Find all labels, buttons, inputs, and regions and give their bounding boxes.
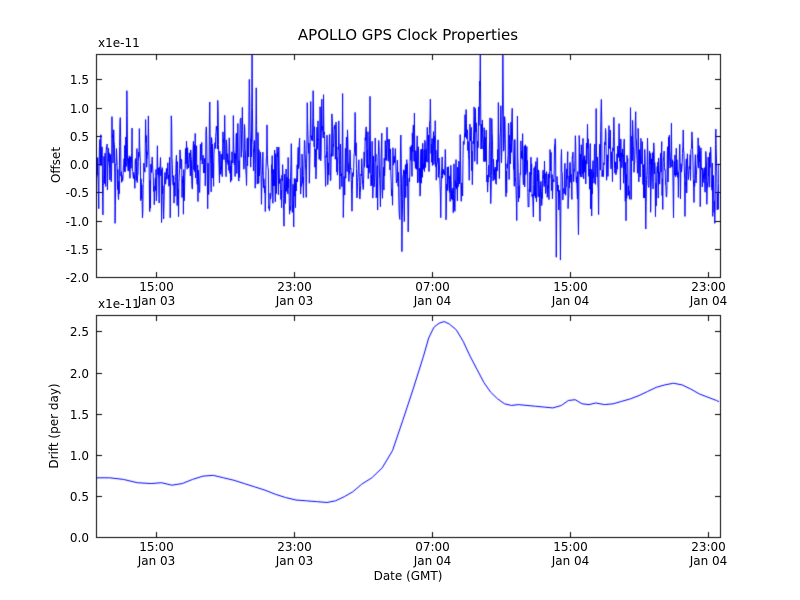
x-tick-label: 15:00 Jan 04: [551, 280, 590, 308]
x-tick-label: 07:00 Jan 04: [413, 540, 452, 568]
x-tick-label: 23:00 Jan 03: [275, 280, 314, 308]
y-tick-label: 2.5: [69, 324, 89, 339]
x-tick-label: 15:00 Jan 03: [137, 540, 176, 568]
y-tick-label: 0.5: [69, 489, 89, 504]
x-tick-label: 15:00 Jan 04: [551, 540, 590, 568]
x-axis-label: Date (GMT): [373, 569, 443, 583]
y-tick-label: 1.0: [69, 101, 89, 116]
y-tick-label: 1.5: [69, 407, 89, 422]
chart-title: APOLLO GPS Clock Properties: [297, 26, 519, 44]
y-tick-label: 1.5: [69, 72, 89, 87]
x-tick-label: 15:00 Jan 03: [137, 280, 176, 308]
y-tick-label: -1.5: [65, 242, 89, 257]
y-tick-label: -1.0: [65, 214, 89, 229]
offset-scale-label: x1e-11: [98, 36, 140, 50]
drift-scale-label: x1e-11: [98, 297, 140, 311]
y-tick-label: -2.0: [65, 270, 89, 285]
y-tick-label: 0.5: [69, 129, 89, 144]
y-tick-label: 0.0: [69, 157, 89, 172]
y-tick-label: -0.5: [65, 185, 89, 200]
x-tick-label: 23:00 Jan 04: [689, 280, 728, 308]
y-tick-label: 0.0: [69, 530, 89, 545]
x-tick-label: 23:00 Jan 04: [689, 540, 728, 568]
x-tick-label: 07:00 Jan 04: [413, 280, 452, 308]
x-tick-label: 23:00 Jan 03: [275, 540, 314, 568]
y-tick-label: 1.0: [69, 448, 89, 463]
y-tick-label: 2.0: [69, 366, 89, 381]
